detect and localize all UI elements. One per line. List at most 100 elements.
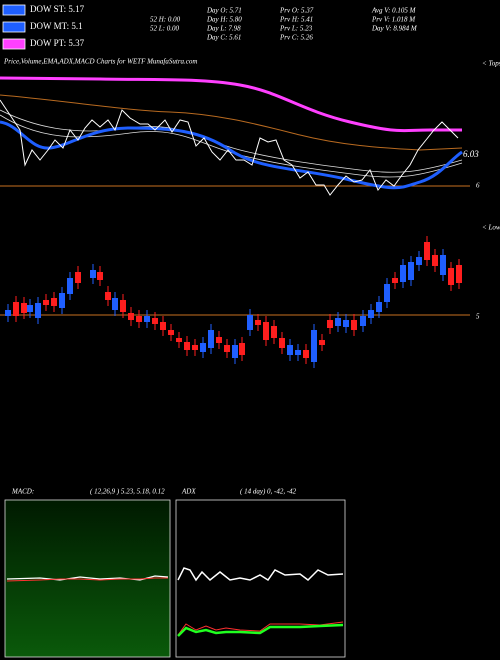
candle-body xyxy=(216,337,222,343)
candle-body xyxy=(416,257,422,265)
candle xyxy=(335,312,341,332)
legend-label: DOW ST: 5.17 xyxy=(30,4,85,14)
candle-body xyxy=(360,316,366,326)
candle xyxy=(90,264,96,284)
adx-panel: ADX ( 14 day) 0, -42, -42 xyxy=(175,488,346,658)
candle xyxy=(351,314,357,336)
candle-body xyxy=(144,316,150,322)
adx-line xyxy=(177,567,344,582)
candle-body xyxy=(13,302,19,316)
candle-body xyxy=(35,303,41,318)
candle-body xyxy=(319,340,325,345)
candle xyxy=(192,339,198,356)
candle-body xyxy=(152,318,158,324)
candle xyxy=(120,294,126,318)
candle-body xyxy=(456,265,462,283)
candle-panel: < Lows 5 xyxy=(0,224,500,368)
candle-body xyxy=(192,345,198,350)
candle xyxy=(168,324,174,341)
candle xyxy=(303,344,309,364)
candle-body xyxy=(200,343,206,352)
candle-body xyxy=(351,320,357,330)
candle xyxy=(239,337,245,361)
adx-label: ADX xyxy=(181,488,196,496)
stat: Day L: 7.98 xyxy=(206,25,241,33)
candle xyxy=(128,307,134,326)
candle xyxy=(247,309,253,336)
ema-line xyxy=(0,94,463,151)
candle-body xyxy=(160,322,166,330)
tops-label: < Tops xyxy=(482,60,500,68)
candle-body xyxy=(287,345,293,355)
legend-label: DOW MT: 5.1 xyxy=(30,21,83,31)
macd-params: ( 12,26,9 ) 5.23, 5.18, 0.12 xyxy=(90,488,165,496)
candle xyxy=(184,336,190,356)
candle xyxy=(200,337,206,358)
candle-body xyxy=(184,342,190,350)
candle-body xyxy=(97,272,103,280)
macd-label: MACD: xyxy=(11,488,34,496)
adx-params: ( 14 day) 0, -42, -42 xyxy=(240,488,297,496)
stat: Prv H: 5.41 xyxy=(279,16,313,24)
candle-body xyxy=(90,270,96,278)
candle xyxy=(67,272,73,300)
candle xyxy=(35,297,41,324)
di-line xyxy=(177,621,344,636)
stat: Day C: 5.61 xyxy=(206,34,241,42)
legend-label: DOW PT: 5.37 xyxy=(30,38,85,48)
stat: Day O: 5.71 xyxy=(206,7,242,15)
candle-body xyxy=(392,278,398,283)
candle xyxy=(376,296,382,318)
candle-body xyxy=(5,310,11,316)
candle-body xyxy=(376,302,382,312)
candle-body xyxy=(105,292,111,300)
candle xyxy=(224,339,230,358)
candle-body xyxy=(112,298,118,310)
candle-body xyxy=(128,313,134,320)
candle-body xyxy=(408,262,414,280)
last-price: 6.03 xyxy=(463,149,479,159)
candle xyxy=(27,299,33,318)
candle xyxy=(59,287,65,314)
candle xyxy=(13,296,19,322)
candle-body xyxy=(21,303,27,313)
candle xyxy=(416,251,422,271)
candle-body xyxy=(327,320,333,328)
candle xyxy=(384,278,390,308)
candle-body xyxy=(43,300,49,305)
candle-body xyxy=(247,315,253,330)
candle xyxy=(112,292,118,316)
candle xyxy=(408,256,414,286)
candle xyxy=(160,316,166,336)
candle xyxy=(440,249,446,281)
candle xyxy=(343,314,349,333)
di-line xyxy=(177,623,344,637)
candle-body xyxy=(400,265,406,282)
signal-line xyxy=(6,577,168,582)
candle-body xyxy=(75,272,81,283)
candle-body xyxy=(432,255,438,266)
candle-body xyxy=(271,326,277,338)
macd-panel: MACD: ( 12,26,9 ) 5.23, 5.18, 0.12 xyxy=(4,488,171,658)
candle xyxy=(319,334,325,351)
candle xyxy=(263,316,269,346)
candle-body xyxy=(303,350,309,358)
stats: 52 H: 0.00 52 L: 0.00 Day O: 5.71 Day H:… xyxy=(150,7,418,42)
chart-title: Price,Volume,EMA,ADX,MACD Charts for WET… xyxy=(3,58,197,66)
candle-body xyxy=(295,350,301,355)
candle xyxy=(176,332,182,348)
candle xyxy=(456,259,462,289)
candle-body xyxy=(51,298,57,306)
candle xyxy=(43,294,49,311)
stat: Prv O: 5.37 xyxy=(279,7,314,15)
candle-body xyxy=(424,242,430,260)
stat: Prv L: 5.23 xyxy=(279,25,313,33)
candle xyxy=(448,262,454,291)
candle-body xyxy=(279,338,285,348)
stat: Day V: 8.984 M xyxy=(371,25,418,33)
stat: Day H: 5.80 xyxy=(206,16,242,24)
candle-body xyxy=(120,300,126,312)
candle xyxy=(311,324,317,368)
candle-body xyxy=(67,278,73,294)
legend-swatch xyxy=(2,38,26,50)
